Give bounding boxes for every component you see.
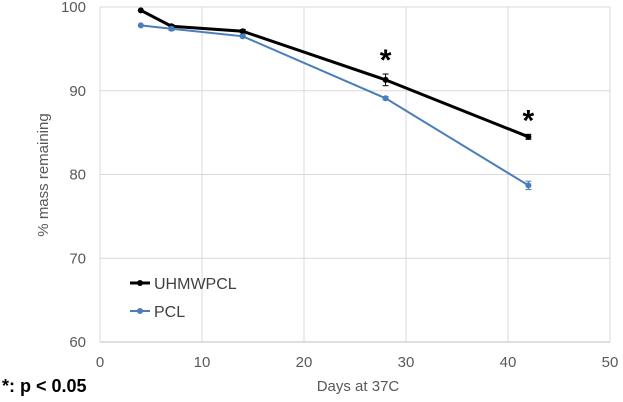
significance-asterisk: * (380, 44, 392, 77)
x-tick-label: 10 (194, 354, 211, 371)
data-point-uhmwpcl (525, 133, 532, 140)
data-point-pcl (525, 182, 532, 189)
x-tick-label: 50 (602, 354, 619, 371)
series-line-pcl (140, 24, 529, 187)
y-tick-label: 70 (69, 250, 86, 267)
data-series (137, 7, 532, 191)
y-tick-label: 60 (69, 334, 86, 351)
legend-swatch-marker (137, 280, 143, 286)
data-point-uhmwpcl (239, 28, 246, 35)
y-axis-title: % mass remaining (35, 113, 52, 236)
significance-asterisk: * (523, 104, 535, 137)
significance-markers: ** (380, 44, 535, 137)
x-tick-label: 0 (96, 354, 104, 371)
series-line-uhmwpcl (140, 9, 529, 139)
x-tick-label: 20 (296, 354, 313, 371)
data-point-pcl (168, 25, 175, 32)
y-tick-label: 90 (69, 83, 86, 100)
data-point-pcl (239, 33, 246, 40)
legend-label: UHMWPCL (154, 276, 237, 293)
data-point-pcl (137, 22, 144, 29)
axes (99, 7, 610, 343)
legend-swatch-marker (137, 308, 143, 314)
legend: UHMWPCL PCL (130, 276, 237, 321)
data-point-uhmwpcl (137, 7, 144, 14)
data-point-pcl (382, 95, 389, 102)
tick-labels: 60 70 80 90 100 0 10 20 30 40 50 (61, 0, 618, 371)
x-tick-label: 30 (398, 354, 415, 371)
data-point-uhmwpcl (382, 76, 389, 83)
significance-footnote: *: p < 0.05 (2, 376, 87, 396)
y-tick-label: 80 (69, 167, 86, 184)
x-axis-title: Days at 37C (317, 378, 400, 395)
legend-label: PCL (154, 304, 185, 321)
y-tick-label: 100 (61, 0, 86, 16)
x-tick-label: 40 (500, 354, 517, 371)
